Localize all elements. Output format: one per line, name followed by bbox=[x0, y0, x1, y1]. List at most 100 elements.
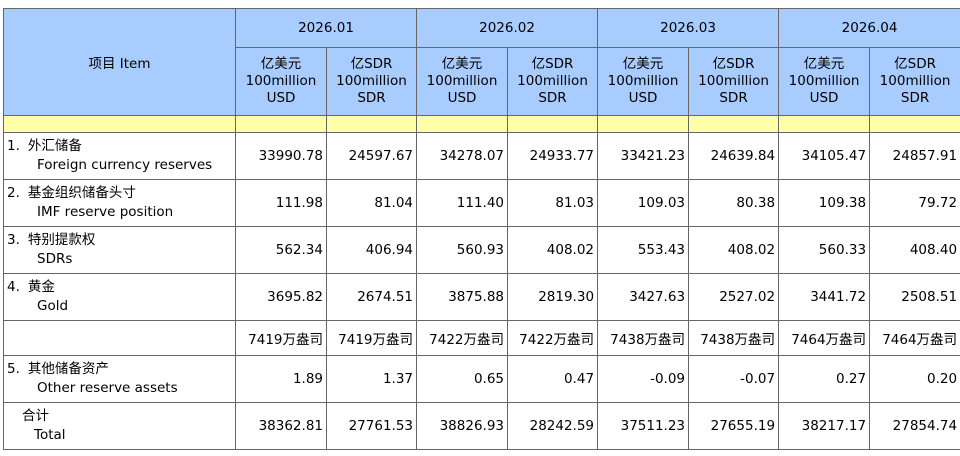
unit-header-sdr: 亿SDR 100million SDR bbox=[507, 47, 599, 116]
row-label: 合计 Total bbox=[3, 402, 236, 450]
unit-cn: 亿SDR bbox=[712, 56, 755, 72]
row-label-cn-line: 合计 bbox=[7, 407, 235, 426]
value-cell-sdr: 28242.59 bbox=[507, 402, 599, 450]
value-cell-usd: 34278.07 bbox=[416, 132, 509, 180]
unit-cn: 亿美元 bbox=[441, 56, 483, 72]
row-label-cn-line: 3. 特别提款权 bbox=[7, 231, 235, 250]
value-cell-sdr: 7419万盎司 bbox=[325, 320, 418, 356]
value-cell-sdr: 7422万盎司 bbox=[507, 320, 599, 356]
value-cell-sdr: 408.02 bbox=[688, 226, 780, 274]
value-cell-usd: 38362.81 bbox=[235, 402, 327, 450]
row-number: 1. bbox=[7, 138, 20, 154]
unit-cn: 亿SDR bbox=[894, 56, 936, 72]
unit-header-sdr: 亿SDR 100million SDR bbox=[325, 47, 418, 116]
unit-cn: 亿SDR bbox=[350, 56, 393, 72]
unit-currency: USD bbox=[809, 90, 839, 106]
row-label-cn: 外汇储备 bbox=[27, 138, 82, 154]
row-label-cn-line: 5. 其他储备资产 bbox=[7, 360, 235, 379]
row-label-cn: 特别提款权 bbox=[27, 232, 96, 248]
unit-currency: SDR bbox=[900, 90, 930, 106]
unit-header-usd: 亿美元 100million USD bbox=[597, 47, 690, 116]
row-label-en: Other reserve assets bbox=[37, 380, 178, 396]
unit-scale: 100million bbox=[607, 73, 679, 89]
value-cell-usd: 3875.88 bbox=[416, 273, 509, 321]
value-cell-usd: 560.33 bbox=[778, 226, 871, 274]
value-cell-sdr: 27854.74 bbox=[869, 402, 960, 450]
value-cell-sdr: 408.40 bbox=[869, 226, 960, 274]
unit-scale: 100million bbox=[517, 73, 588, 89]
row-number: 3. bbox=[7, 232, 20, 248]
value-cell-usd: 109.38 bbox=[778, 179, 871, 227]
month-header: 2026.04 bbox=[778, 8, 960, 48]
value-cell-usd: 7464万盎司 bbox=[778, 320, 871, 356]
month-header: 2026.02 bbox=[416, 8, 599, 48]
row-label-cn-line: 4. 黄金 bbox=[7, 278, 235, 297]
row-label: 3. 特别提款权 SDRs bbox=[3, 226, 236, 274]
row-label: 2. 基金组织储备头寸 IMF reserve position bbox=[3, 179, 236, 227]
row-label: 4. 黄金 Gold bbox=[3, 273, 236, 321]
value-cell-sdr: 81.04 bbox=[325, 179, 418, 227]
value-cell-sdr: 2674.51 bbox=[325, 273, 418, 321]
unit-scale: 100million bbox=[336, 73, 407, 89]
value-cell-sdr: 24597.67 bbox=[325, 132, 418, 180]
value-cell-usd: 553.43 bbox=[597, 226, 690, 274]
value-cell-usd: 0.27 bbox=[778, 355, 871, 403]
header-month-row: 项目 Item 2026.01 2026.02 2026.03 2026.04 bbox=[3, 8, 960, 116]
table-row: 4. 黄金 Gold 3695.82 2674.51 3875.88 2819.30 3427… bbox=[3, 273, 960, 321]
unit-cn: 亿美元 bbox=[260, 56, 302, 72]
row-label-en: Gold bbox=[37, 298, 69, 314]
reserve-assets-table: 项目 Item 2026.01 2026.02 2026.03 2026.04 … bbox=[3, 8, 960, 450]
value-cell-sdr: 24933.77 bbox=[507, 132, 599, 180]
row-number: 2. bbox=[7, 185, 20, 201]
row-label-en: Foreign currency reserves bbox=[37, 157, 213, 173]
unit-currency: USD bbox=[628, 90, 658, 106]
unit-scale: 100million bbox=[788, 73, 860, 89]
row-label: 1. 外汇储备 Foreign currency reserves bbox=[3, 132, 236, 180]
value-cell-sdr: 24639.84 bbox=[688, 132, 780, 180]
value-cell-usd: 3695.82 bbox=[235, 273, 327, 321]
unit-scale: 100million bbox=[426, 73, 498, 89]
value-cell-sdr: -0.07 bbox=[688, 355, 780, 403]
value-cell-usd: 38826.93 bbox=[416, 402, 509, 450]
unit-header-usd: 亿美元 100million USD bbox=[778, 47, 871, 116]
unit-header-sdr: 亿SDR 100million SDR bbox=[869, 47, 960, 116]
value-cell-usd: 7438万盎司 bbox=[597, 320, 690, 356]
value-cell-sdr: 0.47 bbox=[507, 355, 599, 403]
value-cell-usd: 33421.23 bbox=[597, 132, 690, 180]
unit-scale: 100million bbox=[879, 73, 951, 89]
value-cell-usd: 109.03 bbox=[597, 179, 690, 227]
value-cell-sdr: 1.37 bbox=[325, 355, 418, 403]
header-unit-row: 亿美元 100million USD 亿SDR 100million SDR 亿美元 10… bbox=[4, 47, 960, 116]
unit-currency: USD bbox=[447, 90, 477, 106]
value-cell-sdr: 27655.19 bbox=[688, 402, 780, 450]
value-cell-sdr: 80.38 bbox=[688, 179, 780, 227]
value-cell-usd: 38217.17 bbox=[778, 402, 871, 450]
unit-currency: USD bbox=[266, 90, 296, 106]
unit-scale: 100million bbox=[245, 73, 317, 89]
value-cell-usd: 34105.47 bbox=[778, 132, 871, 180]
row-label-cn: 合计 bbox=[22, 408, 49, 424]
value-cell-usd: 7422万盎司 bbox=[416, 320, 509, 356]
table-row: 7419万盎司 7419万盎司 7422万盎司 7422万盎司 7438万盎司 7438万… bbox=[3, 320, 960, 356]
item-column-header: 项目 Item bbox=[3, 8, 236, 116]
row-label-cn-line: 2. 基金组织储备头寸 bbox=[7, 184, 235, 203]
value-cell-sdr: 27761.53 bbox=[325, 402, 418, 450]
value-cell-usd: -0.09 bbox=[597, 355, 690, 403]
unit-currency: SDR bbox=[538, 90, 567, 106]
table-row: 合计 Total 38362.81 27761.53 38826.93 28242.59 3… bbox=[3, 402, 960, 450]
table-body: 1. 外汇储备 Foreign currency reserves 33990.78 2… bbox=[3, 132, 960, 450]
value-cell-sdr: 2527.02 bbox=[688, 273, 780, 321]
unit-currency: SDR bbox=[357, 90, 386, 106]
value-cell-usd: 37511.23 bbox=[597, 402, 690, 450]
separator-band bbox=[3, 115, 960, 133]
unit-scale: 100million bbox=[698, 73, 769, 89]
unit-header-usd: 亿美元 100million USD bbox=[235, 47, 327, 116]
row-number: 4. bbox=[7, 279, 20, 295]
value-cell-usd: 3427.63 bbox=[597, 273, 690, 321]
row-label-en: Total bbox=[34, 427, 66, 443]
row-label bbox=[3, 320, 236, 356]
value-cell-usd: 111.98 bbox=[235, 179, 327, 227]
value-cell-usd: 3441.72 bbox=[778, 273, 871, 321]
value-cell-usd: 7419万盎司 bbox=[235, 320, 327, 356]
value-cell-usd: 562.34 bbox=[235, 226, 327, 274]
